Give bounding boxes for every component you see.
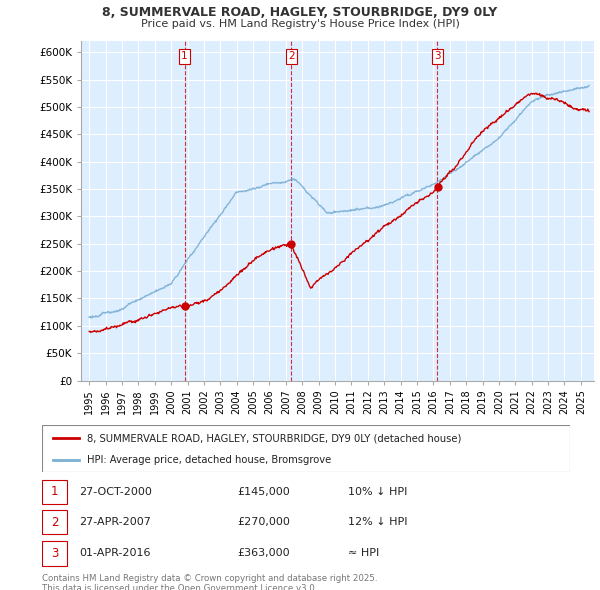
Text: £363,000: £363,000 [238, 548, 290, 558]
Text: Contains HM Land Registry data © Crown copyright and database right 2025.
This d: Contains HM Land Registry data © Crown c… [42, 574, 377, 590]
Text: 12% ↓ HPI: 12% ↓ HPI [348, 517, 408, 527]
Text: 27-APR-2007: 27-APR-2007 [79, 517, 151, 527]
Text: HPI: Average price, detached house, Bromsgrove: HPI: Average price, detached house, Brom… [87, 455, 331, 465]
FancyBboxPatch shape [42, 480, 67, 504]
Text: 8, SUMMERVALE ROAD, HAGLEY, STOURBRIDGE, DY9 0LY (detached house): 8, SUMMERVALE ROAD, HAGLEY, STOURBRIDGE,… [87, 433, 461, 443]
Text: 1: 1 [51, 486, 58, 499]
Text: 2: 2 [51, 516, 58, 529]
Text: Price paid vs. HM Land Registry's House Price Index (HPI): Price paid vs. HM Land Registry's House … [140, 19, 460, 29]
Text: ≈ HPI: ≈ HPI [348, 548, 379, 558]
Text: £270,000: £270,000 [238, 517, 290, 527]
Text: 8, SUMMERVALE ROAD, HAGLEY, STOURBRIDGE, DY9 0LY: 8, SUMMERVALE ROAD, HAGLEY, STOURBRIDGE,… [103, 6, 497, 19]
FancyBboxPatch shape [42, 510, 67, 535]
FancyBboxPatch shape [42, 425, 570, 472]
Text: 27-OCT-2000: 27-OCT-2000 [79, 487, 152, 497]
Text: £145,000: £145,000 [238, 487, 290, 497]
Text: 3: 3 [434, 51, 441, 61]
Text: 10% ↓ HPI: 10% ↓ HPI [348, 487, 407, 497]
FancyBboxPatch shape [42, 541, 67, 566]
Text: 1: 1 [181, 51, 188, 61]
Text: 2: 2 [288, 51, 295, 61]
Text: 3: 3 [51, 547, 58, 560]
Text: 01-APR-2016: 01-APR-2016 [79, 548, 151, 558]
